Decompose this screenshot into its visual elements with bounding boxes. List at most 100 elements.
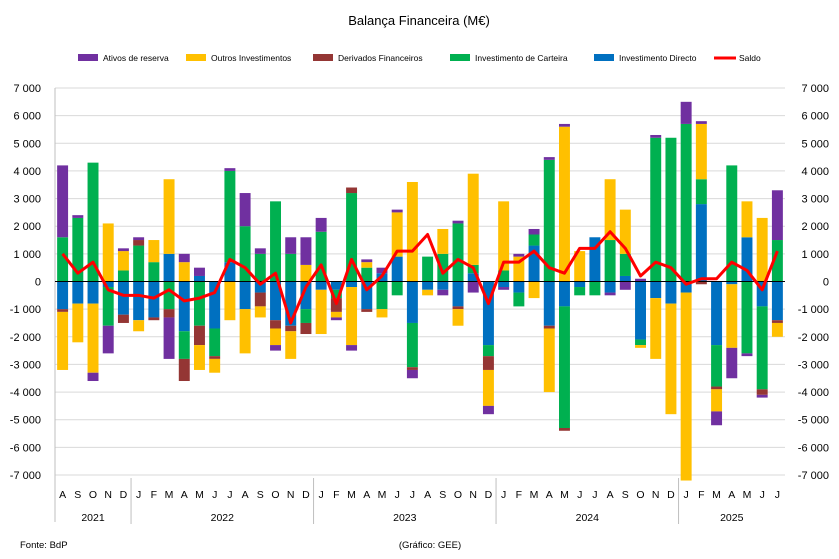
x-tick-label-month: M [530,489,539,501]
bar-outros-investimentos [543,328,555,393]
bar-outros-investimentos [452,309,464,326]
bar-ativos-de-reserva [604,292,616,296]
bar-derivados-financeiros [559,428,570,431]
bar-ativos-de-reserva [482,405,494,415]
bar-ativos-de-reserva [695,121,707,124]
x-tick-label-month: A [546,489,553,501]
bar-investimento-directo [102,281,114,288]
legend-swatch [313,54,333,61]
bar-derivados-financeiros [452,306,464,310]
bar-investimento-de-carteira [239,226,251,282]
gridlines [54,87,785,522]
bar-ativos-de-reserva [406,369,418,379]
bar-investimento-directo [650,281,662,299]
bar-investimento-de-carteira [270,201,281,282]
bar-ativos-de-reserva [87,372,99,382]
x-tick-label-month: F [698,489,704,501]
bar-outros-investimentos [300,264,312,282]
bar-investimento-directo [543,281,555,326]
bar-derivados-financeiros [117,314,129,323]
y-tick-label-right: -3 000 [798,359,829,371]
bar-outros-investimentos [361,262,373,268]
bar-investimento-directo [133,281,145,321]
y-tick-label-right: -5 000 [798,415,829,427]
bar-ativos-de-reserva [635,278,646,282]
y-tick-label-right: 1 000 [801,249,829,261]
bar-ativos-de-reserva [254,248,266,254]
y-tick-label-right: -1 000 [798,304,829,316]
legend-item: Ativos de reserva [78,53,169,63]
x-tick-label-year: 2023 [393,512,417,524]
bar-investimento-directo [254,281,266,293]
legend-item: Derivados Financeiros [313,53,423,63]
x-tick-label-month: A [728,489,735,501]
bar-derivados-financeiros [346,187,358,194]
x-tick-label-month: J [592,489,597,501]
bar-investimento-de-carteira [300,309,312,323]
bar-outros-investimentos [741,201,753,238]
bar-ativos-de-reserva [771,190,783,241]
bar-outros-investimentos [391,212,403,257]
x-tick-label-year: 2024 [576,512,600,524]
bar-ativos-de-reserva [117,248,129,252]
bar-investimento-de-carteira [163,281,175,310]
bar-investimento-de-carteira [543,159,555,282]
bar-ativos-de-reserva [285,237,297,254]
bar-investimento-directo [665,281,677,304]
bar-investimento-directo [741,237,753,282]
bar-outros-investimentos [574,251,586,282]
bar-outros-investimentos [285,331,297,359]
x-tick-label-month: J [227,489,232,501]
bar-investimento-de-carteira [133,245,145,282]
bar-outros-investimentos [87,303,99,373]
footer-credit: (Gráfico: GEE) [399,540,461,551]
bar-ativos-de-reserva [726,347,738,379]
bar-ativos-de-reserva [437,289,449,296]
x-tick-label-month: M [378,489,387,501]
bar-outros-investimentos [711,389,723,412]
y-tick-label-right: 3 000 [801,194,829,206]
bar-ativos-de-reserva [194,267,205,276]
bar-ativos-de-reserva [559,123,570,127]
x-tick-label-month: D [485,489,493,501]
bar-investimento-de-carteira [695,179,707,205]
x-tick-label-month: J [319,489,324,501]
x-tick-label-month: M [743,489,752,501]
x-tick-label-month: M [347,489,356,501]
x-tick-label-month: M [195,489,204,501]
bar-investimento-directo [270,281,281,321]
bar-investimento-de-carteira [513,292,525,307]
bar-ativos-de-reserva [72,215,84,218]
bar-investimento-de-carteira [285,253,297,282]
bar-derivados-financeiros [756,389,768,395]
x-tick-label-month: J [760,489,765,501]
bar-derivados-financeiros [406,367,418,370]
bar-investimento-de-carteira [619,253,631,276]
bar-investimento-de-carteira [330,289,342,299]
legend-label: Investimento de Carteira [475,53,568,63]
x-tick-label-month: D [667,489,675,501]
legend-label: Investimento Directo [619,53,697,63]
bar-investimento-directo [87,281,99,304]
bar-derivados-financeiros [543,325,555,329]
x-tick-label-month: F [516,489,522,501]
bar-outros-investimentos [376,309,388,318]
bar-outros-investimentos [726,284,738,348]
bar-investimento-directo [346,281,358,288]
bar-ativos-de-reserva [361,259,373,263]
bar-investimento-directo [711,281,723,346]
bar-derivados-financeiros [300,322,312,335]
legend-item: Outros Investimentos [186,53,291,63]
bar-investimento-directo [635,281,646,340]
bar-ativos-de-reserva [315,217,327,232]
bar-outros-investimentos [771,322,783,337]
bar-investimento-de-carteira [391,281,403,296]
x-tick-label-month: J [775,489,780,501]
bar-investimento-directo [604,281,616,293]
y-tick-label-left: 6 000 [13,111,41,123]
x-tick-label-month: M [560,489,569,501]
y-tick-label-right: -2 000 [798,332,829,344]
y-tick-label-right: 4 000 [801,166,829,178]
bar-derivados-financeiros [254,292,266,307]
x-tick-label-month: J [136,489,141,501]
